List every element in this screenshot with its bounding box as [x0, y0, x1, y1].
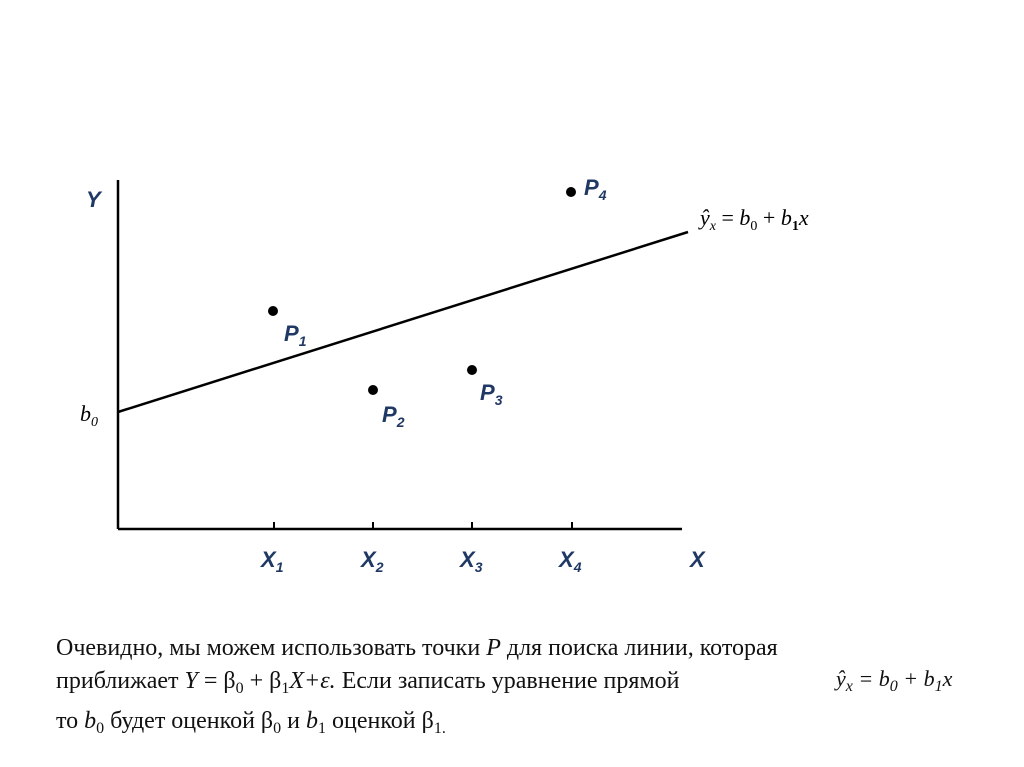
regression-line — [117, 230, 689, 414]
point-label-p1: P1 — [284, 321, 307, 349]
point-label-p4: P4 — [584, 175, 607, 203]
caption-line-2: приближает Y = β0 + β1X+ε. Если записать… — [56, 668, 680, 697]
x-tick-label-2: X2 — [359, 547, 384, 575]
point-label-p3: P3 — [480, 380, 503, 408]
x-axis-label: X — [688, 547, 706, 572]
caption-text: Очевидно, мы можем использовать точки P … — [56, 632, 1016, 745]
x-tick-label-3: X3 — [458, 547, 483, 575]
point-p1 — [268, 306, 278, 316]
line-equation: ŷx = b0 + b1x — [698, 205, 809, 234]
x-tick-label-4: X4 — [557, 547, 582, 575]
intercept-label: b0 — [80, 401, 98, 430]
caption-equation: ŷx = b0 + b1x — [836, 666, 953, 695]
point-p3 — [467, 365, 477, 375]
regression-diagram: Y X b0 P1 P2 P3 P4 X1 X2 X3 X4 ŷx = b0 +… — [80, 175, 809, 575]
y-axis-label: Y — [86, 187, 103, 212]
point-p4 — [566, 187, 576, 197]
point-p2 — [368, 385, 378, 395]
point-label-p2: P2 — [382, 402, 405, 430]
caption-line-1: Очевидно, мы можем использовать точки P … — [56, 635, 778, 661]
x-tick-label-1: X1 — [259, 547, 284, 575]
caption-line-3: то b0 будет оценкой β0 и b1 оценкой β1. — [56, 708, 446, 737]
